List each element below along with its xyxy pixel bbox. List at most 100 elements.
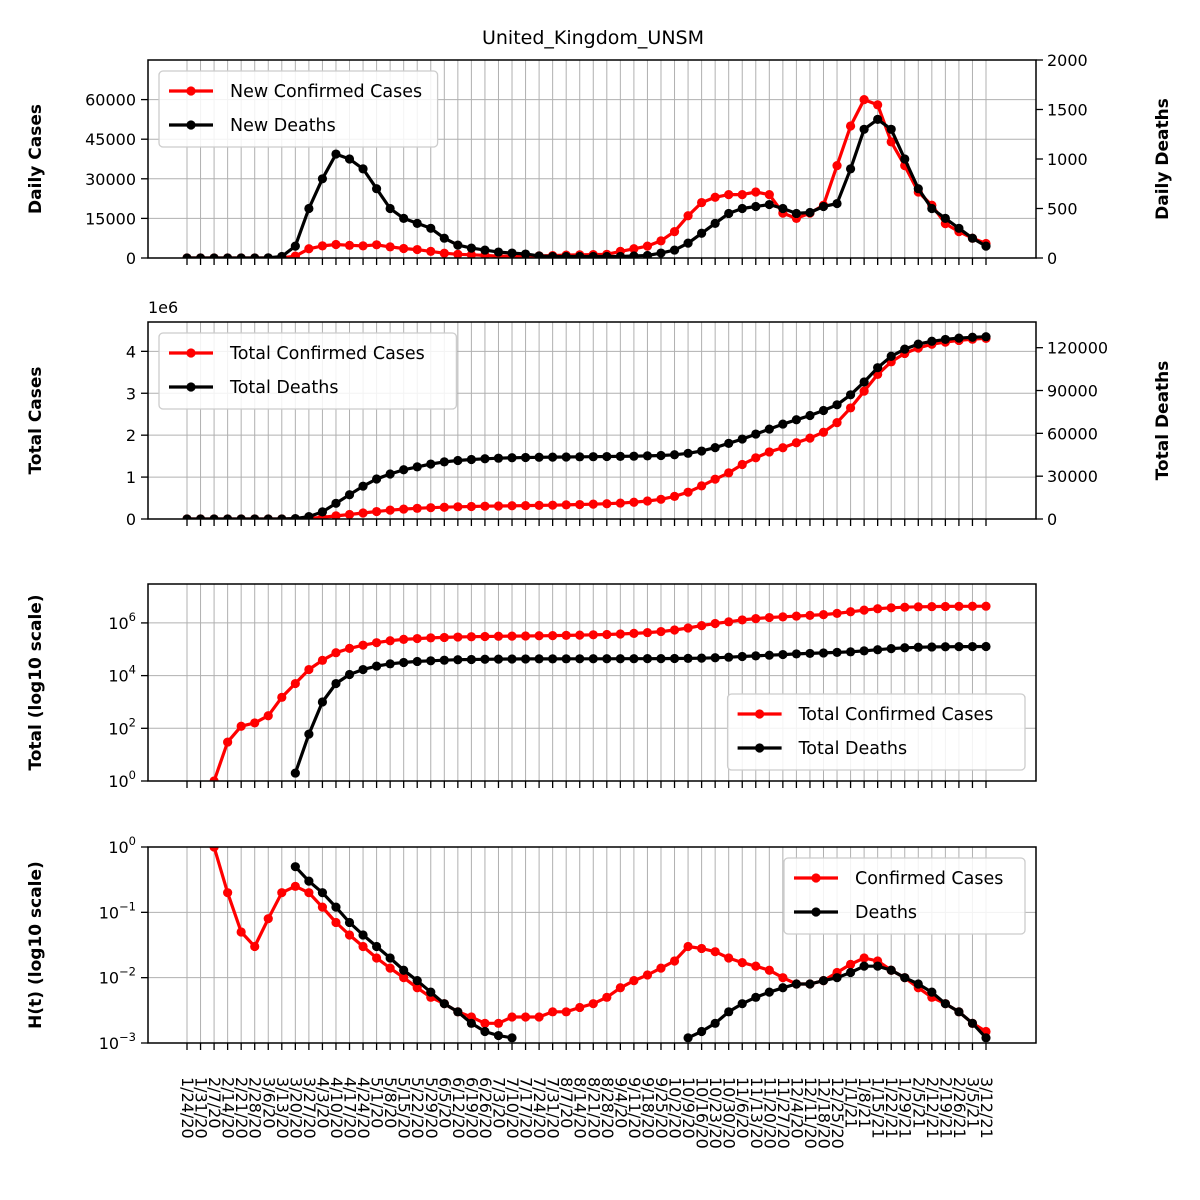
x-tick-label: 2/12/21: [923, 1077, 942, 1139]
data-point: [358, 508, 368, 518]
data-point: [250, 718, 260, 728]
data-point: [913, 602, 923, 612]
data-point: [791, 208, 802, 219]
data-point: [818, 976, 829, 986]
y-tick-label: 60000: [85, 91, 136, 110]
data-point: [954, 223, 964, 233]
panel-2: 0 1 2 3 4 0 30000 60000 90000 120000 1e6 Total Case…: [26, 298, 1173, 529]
data-point: [534, 500, 544, 510]
data-point: [710, 192, 720, 202]
data-point: [697, 197, 707, 208]
data-point: [561, 1007, 571, 1017]
data-point: [399, 504, 409, 514]
data-point: [223, 514, 233, 519]
data-point: [385, 953, 395, 963]
data-point: [534, 631, 544, 641]
data-point: [710, 218, 720, 228]
data-point: [209, 514, 219, 519]
data-point: [602, 251, 612, 258]
data-point: [697, 621, 707, 631]
data-point: [642, 496, 653, 506]
x-tick-label: 12/4/20: [787, 1077, 806, 1139]
x-tick-label: 6/19/20: [462, 1077, 481, 1139]
x-tick-label: 1/24/20: [178, 1077, 197, 1139]
data-point: [764, 447, 774, 457]
data-point: [439, 999, 449, 1009]
x-tick-label: 6/12/20: [449, 1077, 468, 1139]
data-point: [791, 611, 802, 621]
axes-frame: [147, 846, 1037, 1044]
data-point: [927, 642, 937, 652]
data-point: [967, 641, 978, 652]
x-tick-label: 9/25/20: [652, 1077, 671, 1139]
x-tick-label: 9/11/20: [625, 1077, 644, 1139]
data-point: [697, 1026, 707, 1037]
data-point: [507, 248, 517, 258]
data-point: [493, 247, 504, 257]
data-point: [358, 941, 368, 952]
data-point: [981, 241, 991, 251]
x-tick-label: 2/7/20: [205, 1077, 224, 1129]
data-point: [642, 451, 653, 461]
data-point: [886, 137, 896, 147]
x-tick-label: 3/13/20: [273, 1077, 292, 1139]
x-tick-label: 1/8/21: [855, 1077, 874, 1129]
data-point: [886, 351, 896, 361]
y-tick-label: 1: [126, 468, 136, 487]
data-point: [845, 647, 856, 657]
x-tick-label: 10/9/20: [679, 1077, 698, 1139]
data-point: [399, 243, 409, 254]
data-point: [602, 992, 612, 1002]
data-point: [751, 961, 761, 971]
data-point: [263, 514, 273, 519]
data-point: [534, 654, 544, 664]
data-point: [344, 154, 355, 164]
data-point: [859, 386, 869, 396]
data-point: [358, 640, 368, 650]
x-tick-label: 6/5/20: [435, 1077, 454, 1129]
data-point: [439, 502, 449, 512]
data-point: [263, 914, 273, 924]
data-point: [331, 917, 341, 928]
data-point: [317, 697, 328, 707]
data-point: [751, 187, 761, 197]
x-tick-label: 1/29/21: [896, 1077, 915, 1139]
x-tick-label: 10/2/20: [666, 1077, 685, 1139]
data-point: [290, 678, 300, 689]
legend-box: [726, 693, 1026, 771]
data-point: [371, 661, 382, 671]
y-axis-label: Total (log10 scale): [26, 594, 46, 770]
x-tick-label: 10/23/20: [706, 1077, 725, 1149]
x-tick-label: 12/25/20: [828, 1077, 847, 1149]
data-point: [683, 238, 693, 248]
data-point: [927, 336, 937, 346]
data-point: [818, 405, 829, 416]
data-point: [778, 973, 788, 983]
legend-marker: [811, 873, 821, 883]
data-point: [507, 654, 517, 664]
data-point: [317, 174, 328, 184]
data-point: [656, 963, 666, 973]
data-point: [548, 500, 558, 510]
data-point: [845, 403, 856, 413]
data-point: [873, 114, 883, 124]
data-point: [832, 161, 842, 171]
data-point: [520, 1012, 531, 1022]
y-tick-label: 0: [126, 249, 136, 268]
data-point: [710, 618, 720, 629]
legend-box: [158, 332, 458, 410]
x-tick-label: 7/31/20: [544, 1077, 563, 1139]
data-point: [737, 615, 747, 625]
data-point: [317, 507, 328, 517]
data-point: [588, 630, 598, 640]
data-point: [805, 648, 815, 659]
data-point: [317, 888, 328, 898]
x-tick-label: 4/24/20: [354, 1077, 373, 1139]
data-point: [561, 630, 571, 640]
y-right-tick-label: 2000: [1047, 51, 1088, 70]
data-point: [453, 655, 463, 665]
y-axis-label: H(t) (log10 scale): [26, 861, 46, 1029]
data-point: [304, 888, 314, 898]
data-point: [669, 625, 680, 635]
data-point: [412, 976, 422, 986]
